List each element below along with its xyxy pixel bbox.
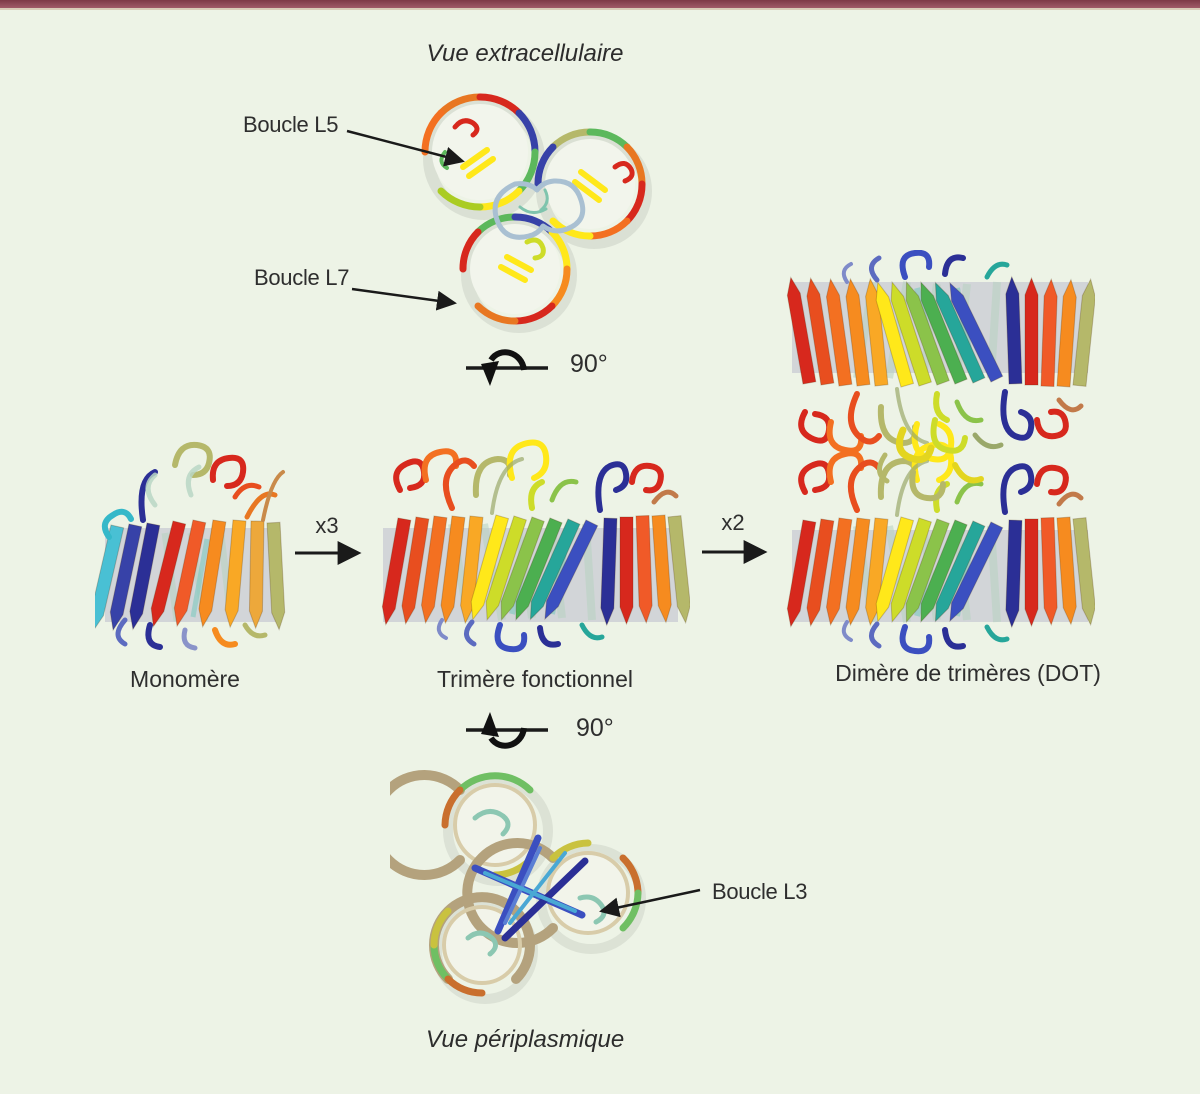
multiplier-x2: x2 bbox=[721, 510, 745, 535]
top-accent-rule bbox=[0, 0, 1200, 10]
structure-trimer bbox=[380, 420, 690, 660]
caption-monomer: Monomère bbox=[130, 666, 240, 692]
label-loop-l7: Boucle L7 bbox=[254, 265, 350, 290]
label-loop-l3: Boucle L3 bbox=[712, 879, 808, 904]
title-extracellular-view: Vue extracellulaire bbox=[426, 40, 624, 67]
structure-monomer bbox=[95, 425, 305, 660]
rotation-angle-bottom: 90° bbox=[576, 714, 614, 742]
structure-periplasmic-view bbox=[390, 763, 680, 1018]
title-periplasmic-view: Vue périplasmique bbox=[425, 1026, 625, 1053]
rotation-90-icon-top bbox=[462, 342, 552, 394]
multiplier-x3: x3 bbox=[315, 513, 339, 538]
rotation-90-icon-bottom bbox=[462, 704, 552, 756]
label-loop-l5: Boucle L5 bbox=[243, 112, 339, 137]
structure-dimer-of-trimers bbox=[785, 250, 1095, 665]
caption-trimer: Trimère fonctionnel bbox=[436, 666, 633, 692]
structure-extracellular-view bbox=[385, 72, 675, 337]
caption-dimer: Dimère de trimères (DOT) bbox=[835, 660, 1101, 686]
rotation-angle-top: 90° bbox=[570, 350, 608, 378]
